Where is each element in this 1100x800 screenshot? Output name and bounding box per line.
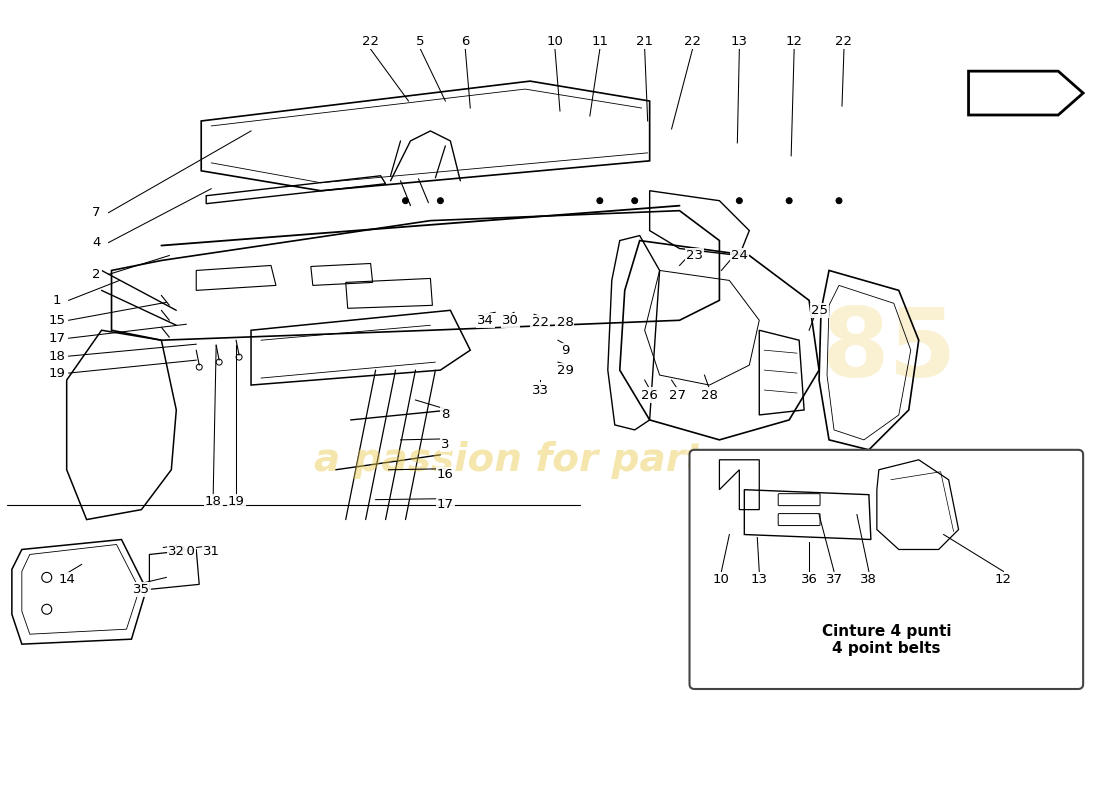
Text: 85: 85	[822, 304, 956, 397]
Circle shape	[836, 198, 842, 204]
FancyBboxPatch shape	[690, 450, 1084, 689]
Circle shape	[403, 198, 408, 204]
Circle shape	[736, 198, 743, 204]
Circle shape	[786, 198, 792, 204]
Text: 27: 27	[669, 389, 686, 402]
Text: 22: 22	[362, 34, 380, 48]
Text: 26: 26	[641, 389, 658, 402]
Text: 2: 2	[92, 268, 101, 281]
Text: 31: 31	[202, 545, 220, 558]
Text: 30: 30	[502, 314, 518, 326]
Text: 36: 36	[801, 573, 817, 586]
Text: 20: 20	[178, 545, 195, 558]
Text: 13: 13	[751, 573, 768, 586]
Text: 25: 25	[811, 304, 827, 317]
Text: 16: 16	[437, 468, 454, 482]
Text: 19: 19	[48, 366, 65, 379]
Text: 22: 22	[684, 34, 701, 48]
Text: 3: 3	[441, 438, 450, 451]
Text: 18: 18	[205, 495, 221, 508]
Text: 33: 33	[531, 383, 549, 397]
Text: 23: 23	[686, 249, 703, 262]
Text: 37: 37	[825, 573, 843, 586]
Text: 18: 18	[48, 350, 65, 362]
FancyBboxPatch shape	[778, 494, 821, 506]
Text: 13: 13	[730, 34, 748, 48]
Text: 17: 17	[48, 332, 65, 345]
Circle shape	[597, 198, 603, 204]
Text: 4: 4	[92, 236, 101, 249]
Circle shape	[438, 198, 443, 204]
Text: 19: 19	[228, 495, 244, 508]
Text: 28: 28	[701, 389, 718, 402]
Polygon shape	[968, 71, 1084, 115]
Text: 11: 11	[592, 34, 608, 48]
Text: 28: 28	[557, 316, 573, 329]
Text: es: es	[811, 452, 987, 587]
Text: 9: 9	[561, 344, 569, 357]
Text: 35: 35	[133, 583, 150, 596]
Text: 12: 12	[785, 34, 803, 48]
Text: 10: 10	[547, 34, 563, 48]
Text: 24: 24	[730, 249, 748, 262]
Text: 21: 21	[636, 34, 653, 48]
Text: 14: 14	[58, 573, 75, 586]
Text: 8: 8	[441, 409, 450, 422]
FancyBboxPatch shape	[778, 514, 821, 526]
Circle shape	[631, 198, 638, 204]
Text: 7: 7	[92, 206, 101, 219]
Text: 10: 10	[713, 573, 729, 586]
Text: 15: 15	[48, 314, 65, 326]
Text: 22: 22	[836, 34, 852, 48]
Text: Cinture 4 punti
4 point belts: Cinture 4 punti 4 point belts	[822, 624, 952, 656]
Text: 17: 17	[437, 498, 454, 511]
Text: 5: 5	[416, 34, 425, 48]
Text: 22: 22	[531, 316, 549, 329]
Text: 12: 12	[994, 573, 1012, 586]
Text: 6: 6	[461, 34, 470, 48]
Text: 38: 38	[860, 573, 878, 586]
Text: 34: 34	[476, 314, 494, 326]
Text: 29: 29	[557, 364, 573, 377]
Text: a passion for parts: a passion for parts	[314, 441, 726, 478]
Text: 32: 32	[168, 545, 185, 558]
Text: 1: 1	[53, 294, 60, 307]
